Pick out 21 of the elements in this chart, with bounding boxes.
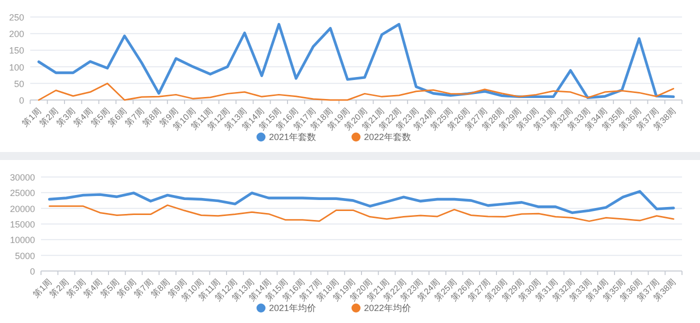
line-series	[38, 82, 674, 101]
line-series	[48, 190, 675, 214]
y-tick-label: 0	[30, 266, 35, 276]
legend-label: 2021年均价	[269, 303, 316, 313]
y-tick-label: 25000	[10, 188, 35, 198]
line-series	[37, 22, 675, 100]
y-tick-label: 0	[19, 96, 24, 106]
y-tick-label: 50	[14, 78, 24, 89]
legend-label: 2022年均价	[364, 303, 412, 313]
y-tick-label: 15000	[10, 220, 35, 230]
y-tick-label: 200	[9, 29, 24, 40]
line-series	[48, 204, 674, 222]
legend-label: 2022年套数	[364, 132, 412, 142]
y-tick-label: 150	[9, 46, 24, 56]
y-tick-label: 5000	[14, 250, 35, 261]
y-tick-label: 20000	[10, 204, 35, 214]
legend-label: 2021年套数	[269, 132, 316, 142]
y-tick-label: 100	[9, 62, 24, 72]
y-tick-label: 10000	[10, 235, 35, 246]
y-tick-label: 30000	[10, 172, 35, 182]
y-tick-label: 250	[9, 12, 24, 22]
